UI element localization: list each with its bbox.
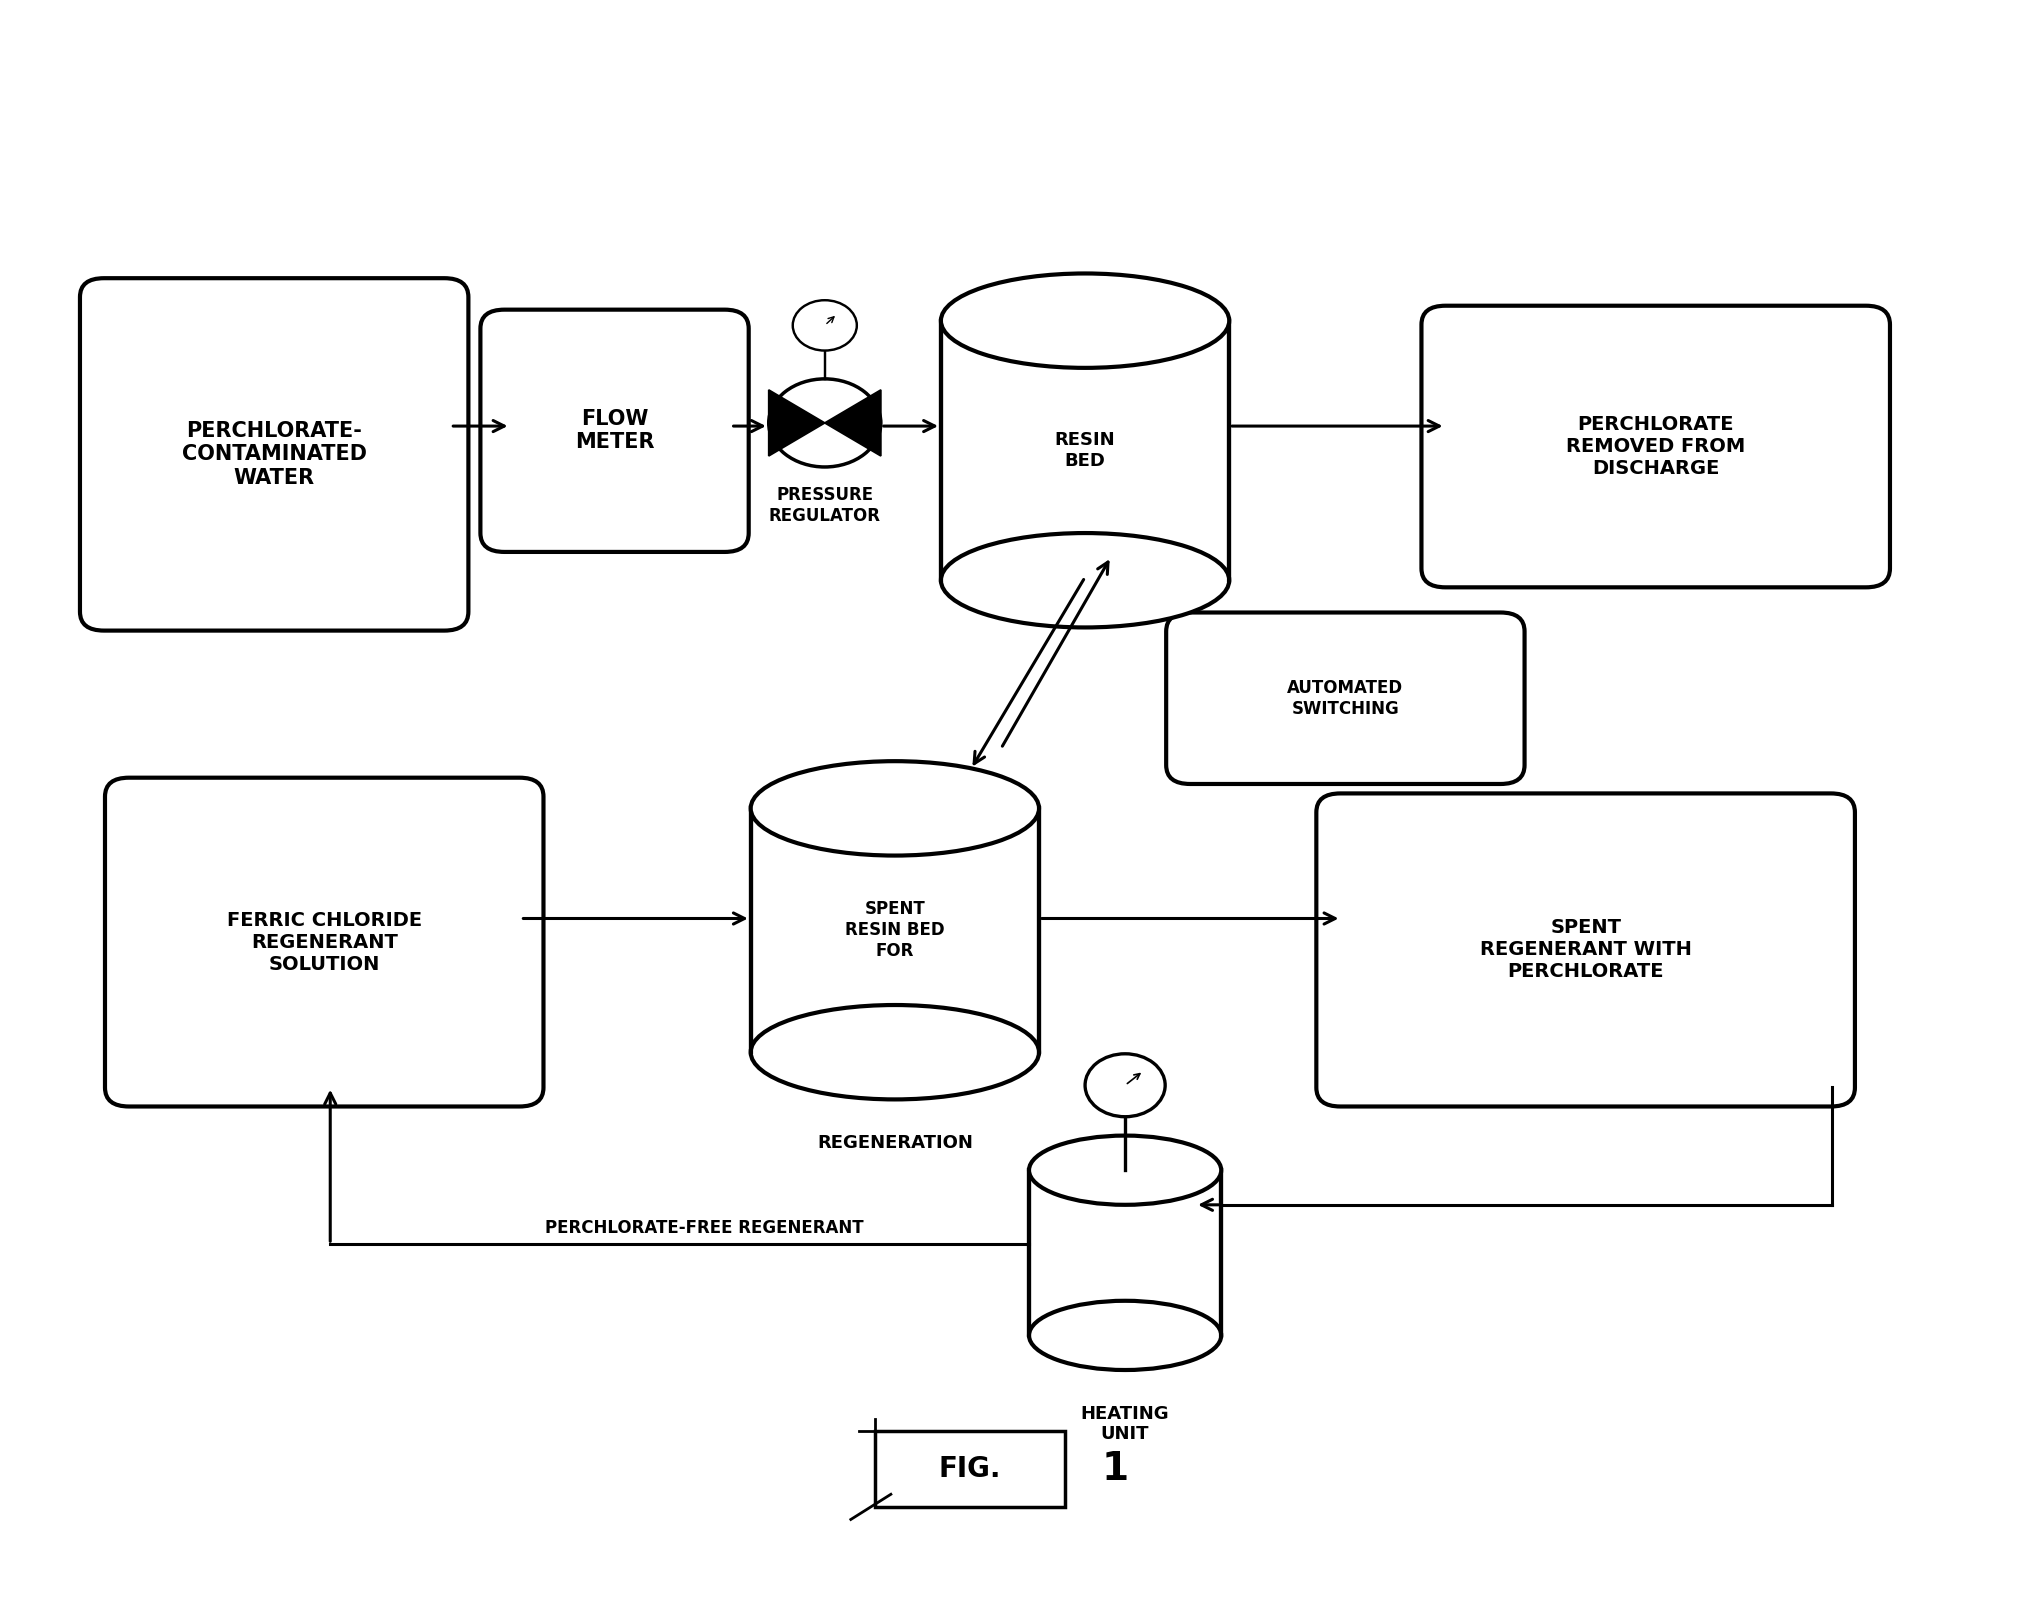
Text: FIG.: FIG. <box>938 1455 1001 1483</box>
Ellipse shape <box>942 274 1230 368</box>
Text: SPENT
REGENERANT WITH
PERCHLORATE: SPENT REGENERANT WITH PERCHLORATE <box>1480 919 1691 981</box>
Ellipse shape <box>1029 1135 1222 1206</box>
FancyBboxPatch shape <box>106 778 544 1106</box>
Circle shape <box>1086 1053 1165 1117</box>
Bar <box>1029 1170 1222 1335</box>
Text: PERCHLORATE
REMOVED FROM
DISCHARGE: PERCHLORATE REMOVED FROM DISCHARGE <box>1565 415 1746 479</box>
Bar <box>875 1431 1066 1507</box>
FancyBboxPatch shape <box>1315 794 1855 1106</box>
Text: PRESSURE
REGULATOR: PRESSURE REGULATOR <box>769 485 881 525</box>
Bar <box>942 320 1230 580</box>
Circle shape <box>794 301 857 351</box>
Text: PERCHLORATE-FREE REGENERANT: PERCHLORATE-FREE REGENERANT <box>546 1220 865 1238</box>
Bar <box>751 809 1039 1052</box>
Text: PERCHLORATE-
CONTAMINATED
WATER: PERCHLORATE- CONTAMINATED WATER <box>181 421 367 488</box>
FancyBboxPatch shape <box>1165 613 1525 784</box>
Text: HEATING
UNIT: HEATING UNIT <box>1080 1404 1169 1444</box>
Ellipse shape <box>751 760 1039 855</box>
Text: RESIN
BED: RESIN BED <box>1056 431 1114 469</box>
Text: 1: 1 <box>1102 1451 1129 1487</box>
Text: SPENT
RESIN BED
FOR: SPENT RESIN BED FOR <box>844 900 944 961</box>
Text: AUTOMATED
SWITCHING: AUTOMATED SWITCHING <box>1287 679 1403 717</box>
Ellipse shape <box>751 1005 1039 1100</box>
FancyBboxPatch shape <box>481 309 749 552</box>
Ellipse shape <box>942 533 1230 628</box>
Text: FLOW
METER: FLOW METER <box>574 410 654 453</box>
Polygon shape <box>824 391 881 456</box>
Circle shape <box>769 379 881 467</box>
Text: FERRIC CHLORIDE
REGENERANT
SOLUTION: FERRIC CHLORIDE REGENERANT SOLUTION <box>227 911 422 973</box>
FancyBboxPatch shape <box>1421 306 1890 588</box>
FancyBboxPatch shape <box>79 279 469 631</box>
Text: REGENERATION: REGENERATION <box>816 1134 972 1153</box>
Ellipse shape <box>1029 1300 1222 1370</box>
Polygon shape <box>769 391 824 456</box>
